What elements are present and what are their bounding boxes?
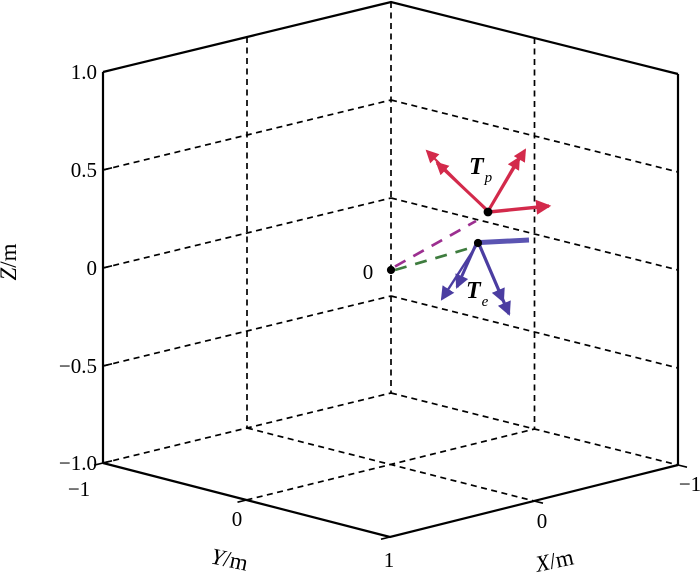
y-tick-1: 1 bbox=[384, 548, 395, 572]
y-axis-tick-labels: −1 0 1 bbox=[68, 477, 394, 572]
grid-right-wall-z05 bbox=[390, 99, 679, 173]
grid-right-wall-zm05 bbox=[390, 295, 679, 369]
z-axis-tick-labels: 1.0 0.5 0 −0.5 −1.0 bbox=[59, 60, 97, 475]
origin-label: 0 bbox=[363, 260, 374, 284]
connector-origin-to-tp bbox=[394, 219, 477, 268]
tp-origin-dot bbox=[483, 207, 493, 217]
grid-floor-y0 bbox=[246, 428, 535, 501]
y-tick-0: 0 bbox=[232, 507, 243, 531]
y-tick-m1: −1 bbox=[68, 477, 90, 501]
frame-te-arrows bbox=[440, 237, 530, 316]
origin-dot bbox=[386, 265, 396, 275]
z-tick-m1_0: −1.0 bbox=[59, 451, 97, 475]
grid-left-wall-z05 bbox=[102, 99, 392, 171]
z-tick-0_5: 0.5 bbox=[71, 158, 97, 182]
origin-connectors bbox=[394, 219, 477, 272]
te-right-bar bbox=[479, 237, 530, 245]
connector-origin-to-te bbox=[394, 246, 471, 272]
tick-marks bbox=[93, 69, 688, 540]
x-tick-m1: −1 bbox=[679, 472, 700, 496]
z-axis-title: Z/m bbox=[0, 243, 21, 280]
box-top-edges bbox=[102, 0, 679, 76]
grid-lines bbox=[102, 2, 679, 502]
grid-left-wall-z0 bbox=[102, 197, 392, 269]
frame-tp-arrows bbox=[425, 148, 552, 215]
x-axis-title: X/m bbox=[532, 544, 576, 577]
grid-left-wall-zm05 bbox=[102, 295, 392, 367]
y-axis-title: Y/m bbox=[209, 544, 251, 576]
z-tick-m0_5: −0.5 bbox=[59, 354, 97, 378]
grid-right-wall-z0 bbox=[390, 197, 679, 271]
point-markers bbox=[386, 207, 493, 275]
frame-tp-label: Tp bbox=[469, 154, 493, 186]
frame-te-label: Te bbox=[466, 278, 489, 310]
box-bottom-front-edges bbox=[102, 461, 679, 539]
x-tick-0: 0 bbox=[537, 509, 548, 533]
te-origin-dot bbox=[473, 238, 483, 248]
z-tick-1_0: 1.0 bbox=[71, 60, 97, 84]
z-tick-0: 0 bbox=[87, 256, 98, 280]
x-axis-tick-labels: 0 −1 bbox=[537, 472, 700, 533]
